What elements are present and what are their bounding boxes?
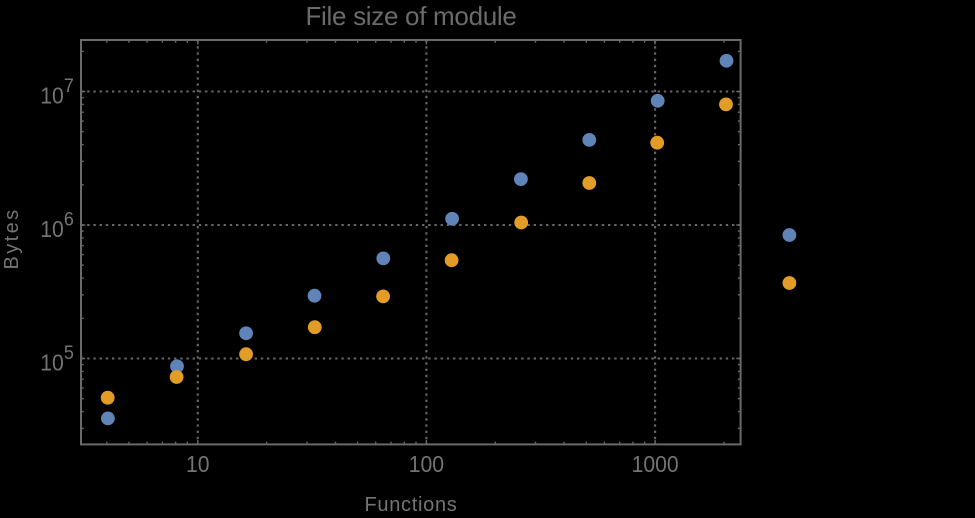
svg-text:1000: 1000 <box>632 451 679 477</box>
svg-text:106: 106 <box>40 208 73 242</box>
svg-text:Functions: Functions <box>364 494 457 513</box>
svg-text:107: 107 <box>40 74 73 108</box>
svg-text:File size of module: File size of module <box>305 1 516 31</box>
svg-text:10: 10 <box>186 451 210 477</box>
svg-text:Bytes: Bytes <box>1 207 23 269</box>
svg-text:100: 100 <box>409 451 444 477</box>
svg-text:105: 105 <box>40 341 73 375</box>
